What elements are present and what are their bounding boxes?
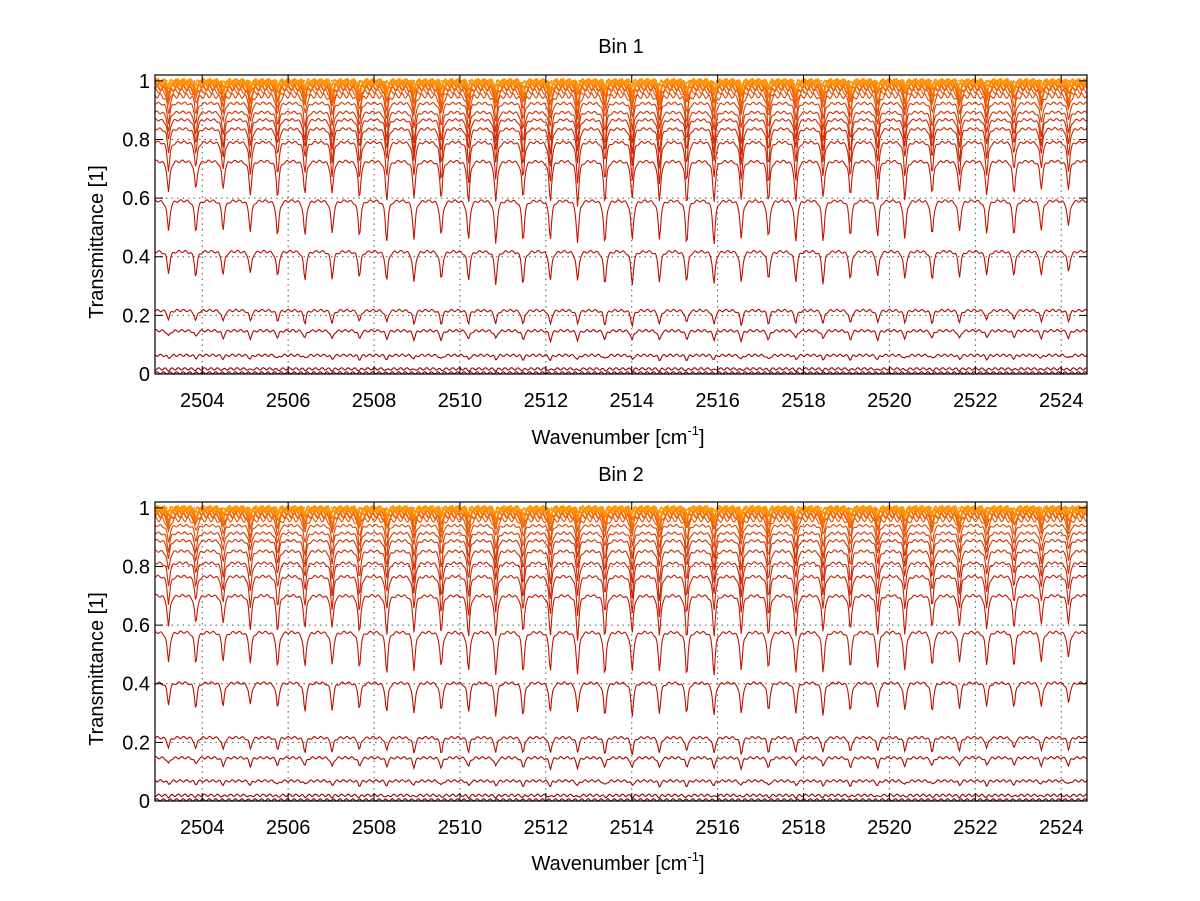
y-tick-label: 1 — [139, 498, 150, 520]
y-tick-label: 0.2 — [122, 305, 150, 327]
x-tick-label: 2510 — [438, 817, 483, 839]
x-tick-label: 2508 — [352, 817, 397, 839]
x-axis-label: Wavenumber [cm-1] — [531, 423, 704, 449]
series-line — [154, 504, 1088, 516]
y-tick-label: 0.4 — [122, 674, 150, 696]
x-tick-label: 2510 — [438, 390, 483, 412]
series-line — [154, 198, 1088, 244]
x-tick-label: 2522 — [953, 817, 998, 839]
series-line — [154, 735, 1088, 755]
series-line — [154, 681, 1088, 717]
y-tick-label: 0 — [139, 791, 150, 813]
x-tick-label: 2520 — [867, 390, 912, 412]
y-axis-label: Transmittance [1] — [86, 165, 108, 319]
series-line — [154, 778, 1088, 788]
series-line — [154, 516, 1088, 542]
y-tick-label: 0.8 — [122, 129, 150, 151]
x-tick-label: 2506 — [266, 817, 311, 839]
series-line — [154, 92, 1088, 123]
series-group — [154, 504, 1088, 802]
panel-bin-2: Bin 2 2504 2506 2508 2510 2512 2514 2516 2518 25… — [86, 464, 1088, 875]
x-tick-label: 2516 — [695, 817, 740, 839]
y-tick-label: 0.6 — [122, 615, 150, 637]
series-line — [154, 110, 1088, 145]
plot-frame — [154, 501, 1088, 802]
x-tick-label: 2504 — [180, 390, 225, 412]
series-line — [154, 593, 1088, 641]
series-line — [154, 101, 1088, 133]
series-line — [154, 531, 1088, 561]
series-line — [154, 523, 1088, 550]
series-line — [154, 353, 1088, 362]
y-ticks: 0 0.2 0.4 0.6 0.8 1 — [122, 71, 1087, 386]
x-tick-label: 2522 — [953, 390, 998, 412]
x-tick-label: 2506 — [266, 390, 311, 412]
series-line — [154, 140, 1088, 185]
series-line — [154, 308, 1088, 329]
plot-frame — [154, 74, 1088, 375]
x-tick-label: 2520 — [867, 817, 912, 839]
x-ticks: 2504 2506 2508 2510 2512 2514 2516 2518 2520 2522… — [180, 502, 1083, 839]
y-ticks: 0 0.2 0.4 0.6 0.8 1 — [122, 498, 1087, 813]
x-tick-label: 2512 — [524, 390, 569, 412]
y-tick-label: 0 — [139, 364, 150, 386]
y-tick-label: 1 — [139, 71, 150, 93]
series-line — [154, 538, 1088, 572]
x-axis-label: Wavenumber [cm-1] — [531, 849, 704, 875]
y-axis-label: Transmittance [1] — [86, 592, 108, 746]
chart-title: Bin 1 — [598, 36, 644, 58]
y-tick-label: 0.2 — [122, 732, 150, 754]
series-line — [154, 561, 1088, 602]
series-line — [154, 117, 1088, 155]
series-line — [154, 755, 1088, 772]
x-tick-label: 2514 — [609, 390, 654, 412]
x-tick-label: 2504 — [180, 817, 225, 839]
chart-title: Bin 2 — [598, 464, 644, 486]
x-tick-label: 2524 — [1039, 390, 1084, 412]
series-line — [154, 367, 1088, 373]
series-line — [154, 574, 1088, 617]
series-line — [154, 77, 1088, 89]
series-line — [154, 328, 1088, 344]
grid — [155, 502, 1087, 802]
series-line — [154, 249, 1088, 286]
x-tick-label: 2518 — [781, 817, 826, 839]
series-line — [154, 126, 1088, 169]
y-tick-label: 0.4 — [122, 247, 150, 269]
series-line — [154, 511, 1088, 535]
series-line — [154, 87, 1088, 116]
y-tick-label: 0.8 — [122, 556, 150, 578]
x-tick-label: 2514 — [609, 817, 654, 839]
series-line — [154, 159, 1088, 207]
series-line — [154, 549, 1088, 585]
y-tick-label: 0.6 — [122, 188, 150, 210]
x-tick-label: 2518 — [781, 390, 826, 412]
series-line — [154, 630, 1088, 676]
x-tick-label: 2512 — [524, 817, 569, 839]
series-line — [155, 793, 1088, 800]
x-tick-label: 2508 — [352, 390, 397, 412]
panel-bin-1: Bin 1 2504 2506 2508 2510 2512 2514 2516 2518 25… — [86, 36, 1088, 449]
x-tick-label: 2516 — [695, 390, 740, 412]
x-tick-label: 2524 — [1039, 817, 1084, 839]
x-ticks: 2504 2506 2508 2510 2512 2514 2516 2518 2520 2522… — [180, 75, 1083, 412]
grid — [155, 75, 1087, 375]
series-group — [154, 77, 1088, 375]
